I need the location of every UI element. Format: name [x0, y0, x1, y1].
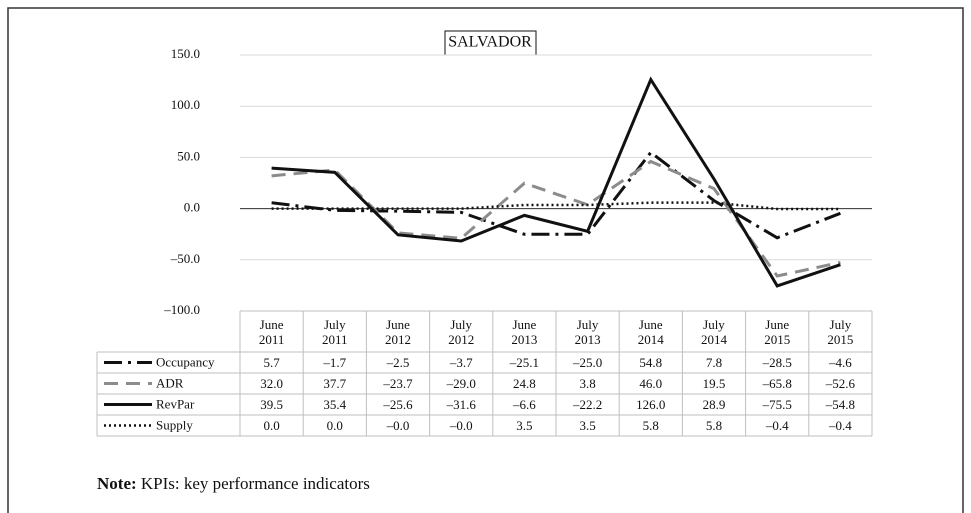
chart-title: SALVADOR	[448, 34, 532, 51]
data-label: 7.8	[705, 355, 723, 370]
x-tick-label: July 2011	[322, 316, 348, 347]
data-label: –2.5	[386, 355, 410, 370]
data-label: –65.8	[762, 376, 792, 391]
data-label: –31.6	[446, 397, 476, 412]
data-label: –28.5	[762, 355, 792, 370]
data-label: –3.7	[449, 355, 473, 370]
legend-label: RevPar	[156, 396, 195, 411]
y-tick-label: 50.0	[177, 148, 200, 163]
x-tick-label: July 2013	[574, 316, 601, 347]
data-label: –29.0	[446, 376, 476, 391]
title-box	[444, 30, 537, 56]
x-tick-label: June 2012	[384, 316, 411, 347]
data-label: –0.0	[386, 418, 410, 433]
legend-label: Supply	[156, 417, 193, 432]
x-tick-label: June 2013	[511, 316, 538, 347]
data-label: 0.0	[263, 418, 280, 433]
data-label: 28.9	[702, 397, 726, 412]
data-label: 0.0	[326, 418, 343, 433]
x-tick-label: June 2011	[258, 316, 285, 347]
x-tick-label: June 2014	[637, 316, 664, 347]
data-label: 35.4	[323, 397, 347, 412]
data-label: –25.1	[509, 355, 540, 370]
data-label: 5.8	[705, 418, 723, 433]
y-tick-label: 150.0	[171, 46, 200, 61]
x-tick-label: June 2015	[764, 316, 791, 347]
data-label: 19.5	[702, 376, 726, 391]
legend-label: Occupancy	[156, 354, 215, 369]
data-label: 46.0	[639, 376, 663, 391]
data-label: –23.7	[383, 376, 413, 391]
data-label: –52.6	[825, 376, 856, 391]
data-label: 126.0	[636, 397, 666, 412]
data-label: 32.0	[260, 376, 283, 391]
y-tick-label: –50.0	[170, 251, 200, 266]
data-label: 39.5	[260, 397, 283, 412]
data-label: 3.5	[579, 418, 596, 433]
note: Note: KPIs: key performance indicators	[97, 474, 370, 494]
data-label: –1.7	[323, 355, 347, 370]
data-label: –4.6	[829, 355, 852, 370]
data-label: –22.2	[572, 397, 603, 412]
data-label: 37.7	[323, 376, 347, 391]
data-label: 3.5	[516, 418, 533, 433]
data-label: –54.8	[825, 397, 856, 412]
x-tick-label: July 2015	[827, 316, 854, 347]
y-tick-label: –100.0	[163, 302, 200, 317]
data-label: –0.4	[829, 418, 852, 433]
note-label: Note:	[97, 474, 137, 493]
series-line	[271, 201, 841, 211]
y-tick-label: 100.0	[171, 97, 200, 112]
series-line	[271, 150, 841, 240]
data-label: 5.8	[642, 418, 659, 433]
frame	[7, 7, 964, 513]
data-label: 5.7	[263, 355, 280, 370]
data-label: –75.5	[762, 397, 792, 412]
data-label: 24.8	[513, 376, 536, 391]
data-label: –0.0	[449, 418, 473, 433]
series-line	[271, 76, 841, 288]
y-tick-label: 0.0	[184, 200, 200, 215]
x-tick-label: July 2012	[448, 316, 475, 347]
data-label: 54.8	[639, 355, 663, 370]
data-label: –25.6	[383, 397, 413, 412]
note-text: KPIs: key performance indicators	[140, 474, 370, 493]
legend-label: ADR	[156, 375, 184, 390]
series-line	[271, 159, 841, 278]
data-label: –25.0	[572, 355, 603, 370]
x-tick-label: July 2014	[700, 316, 727, 347]
data-label: 3.8	[579, 376, 596, 391]
data-label: –0.4	[765, 418, 789, 433]
data-label: –6.6	[513, 397, 536, 412]
